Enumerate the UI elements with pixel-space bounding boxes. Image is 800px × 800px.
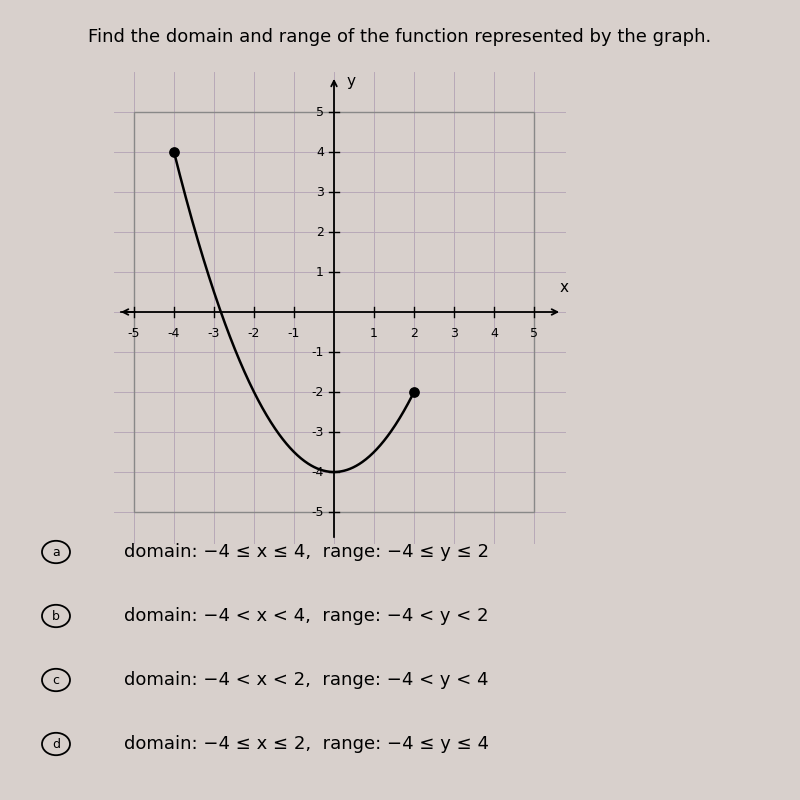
Text: domain: −4 ≤ x ≤ 4,  range: −4 ≤ y ≤ 2: domain: −4 ≤ x ≤ 4, range: −4 ≤ y ≤ 2 [124,543,489,561]
Text: domain: −4 ≤ x ≤ 2,  range: −4 ≤ y ≤ 4: domain: −4 ≤ x ≤ 2, range: −4 ≤ y ≤ 4 [124,735,489,753]
Text: -5: -5 [311,506,324,518]
Text: y: y [347,74,356,89]
Text: c: c [53,674,59,686]
Bar [134,112,534,512]
Text: 5: 5 [316,106,324,118]
Text: 5: 5 [530,327,538,340]
Text: -5: -5 [128,327,140,340]
Text: 1: 1 [370,327,378,340]
Text: x: x [559,280,569,295]
Text: 4: 4 [316,146,324,158]
Text: -3: -3 [312,426,324,438]
Text: 3: 3 [450,327,458,340]
Text: 1: 1 [316,266,324,278]
Text: domain: −4 < x < 4,  range: −4 < y < 2: domain: −4 < x < 4, range: −4 < y < 2 [124,607,489,625]
Text: domain: −4 < x < 2,  range: −4 < y < 4: domain: −4 < x < 2, range: −4 < y < 4 [124,671,489,689]
Text: 3: 3 [316,186,324,198]
Text: 2: 2 [316,226,324,238]
Text: 4: 4 [490,327,498,340]
Text: 2: 2 [410,327,418,340]
Text: -3: -3 [208,327,220,340]
Text: b: b [52,610,60,622]
Text: -4: -4 [168,327,180,340]
Point [168,146,181,158]
Text: d: d [52,738,60,750]
Text: -2: -2 [312,386,324,398]
Text: -1: -1 [312,346,324,358]
Text: a: a [52,546,60,558]
Text: -4: -4 [312,466,324,478]
Point [407,386,421,398]
Text: -1: -1 [288,327,300,340]
Text: Find the domain and range of the function represented by the graph.: Find the domain and range of the functio… [88,28,712,46]
Text: -2: -2 [248,327,260,340]
